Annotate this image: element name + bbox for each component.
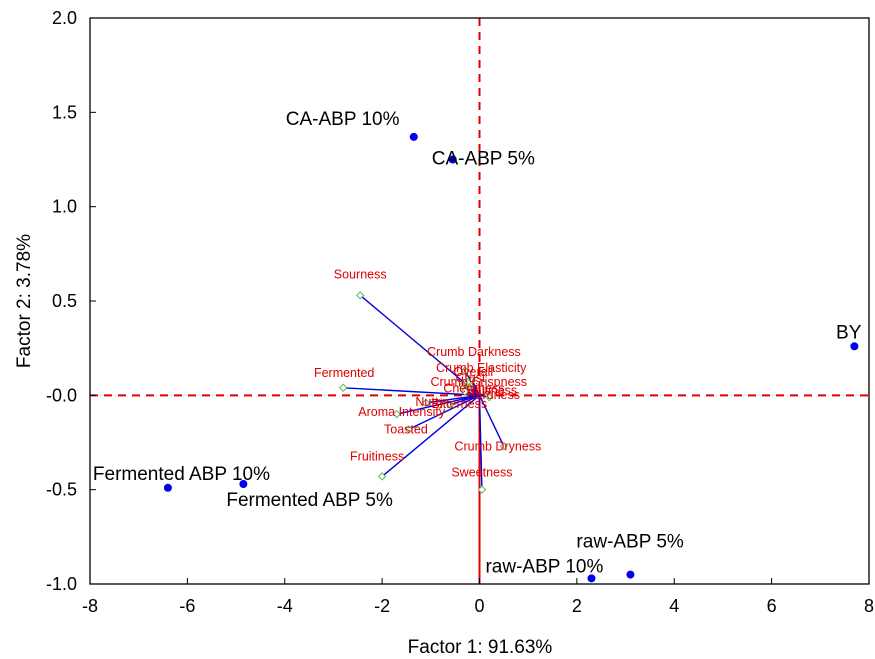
- loading-vector: [478, 395, 505, 447]
- sample-point: [850, 342, 859, 351]
- loading-endpoint-marker: [460, 387, 470, 396]
- loading-vectors: [338, 291, 509, 494]
- variable-label: Crumb Dryness: [454, 439, 541, 453]
- x-tick-label: -2: [374, 596, 390, 616]
- sample-points: [163, 132, 859, 583]
- y-axis-title: Factor 2: 3.78%: [14, 234, 35, 368]
- loading-endpoint-marker: [465, 383, 474, 392]
- variable-labels: Sourness Crumb Darkness Fermented Crumb Ela…: [314, 267, 541, 479]
- variable-label: Aroma Intensity: [358, 405, 446, 419]
- loading-endpoint-marker: [377, 472, 387, 481]
- loading-endpoint-marker: [485, 393, 494, 402]
- sample-point: [448, 155, 457, 164]
- sample-label: CA-ABP 10%: [286, 109, 400, 130]
- variable-label: Saltiness: [466, 383, 517, 397]
- x-tick-label: -4: [277, 596, 293, 616]
- x-tick-label: 8: [864, 596, 874, 616]
- sample-label: CA-ABP 5%: [432, 149, 535, 170]
- variable-label: Sweetness: [451, 466, 512, 480]
- variable-label: Nutty: [415, 395, 445, 409]
- sample-label: raw-ABP 10%: [485, 556, 603, 577]
- loading-vector: [425, 394, 480, 404]
- variable-label: Crumb Elasticity: [436, 361, 527, 375]
- x-tick-label: -6: [179, 596, 195, 616]
- y-axis-ticks: -1.0 -0.5 -0.0 0.5 1.0 1.5 2.0: [46, 8, 96, 594]
- sample-labels: CA-ABP 10% CA-ABP 5% BY Fermented ABP 10% Fe…: [93, 109, 862, 577]
- loading-endpoint-marker: [356, 291, 365, 300]
- x-axis-ticks: -8 -6 -4 -2 0 2 4 6 8: [82, 578, 874, 616]
- sample-label: BY: [836, 322, 862, 343]
- x-tick-label: 4: [669, 596, 679, 616]
- sample-label: Fermented ABP 10%: [93, 464, 270, 485]
- variable-label: Sourness: [334, 267, 387, 281]
- variable-label: Fruitiness: [350, 449, 404, 463]
- variable-label: Crust: [456, 371, 486, 385]
- loading-vector: [359, 294, 480, 396]
- y-tick-label: 1.0: [52, 197, 77, 217]
- variable-label: Crumb Darkness: [427, 345, 521, 359]
- x-axis-title: Factor 1: 91.63%: [408, 637, 553, 658]
- loading-vector: [396, 394, 480, 415]
- variable-label: Fermented: [314, 366, 374, 380]
- y-tick-label: -1.0: [46, 574, 77, 594]
- loading-endpoint-marker: [460, 366, 470, 376]
- loading-endpoint-marker: [404, 425, 414, 434]
- loading-endpoint-marker: [499, 442, 509, 451]
- variable-label: Toasted: [384, 422, 428, 436]
- loading-endpoint-marker: [458, 381, 467, 391]
- sample-label: raw-ABP 5%: [576, 532, 683, 553]
- loading-endpoint-marker: [392, 409, 401, 419]
- sample-point: [587, 574, 596, 583]
- loading-vector: [343, 387, 480, 397]
- loading-vector: [408, 394, 480, 430]
- y-tick-label: 1.5: [52, 102, 77, 122]
- loading-endpoint-marker: [477, 485, 487, 494]
- variable-label: Overall: [454, 365, 494, 379]
- sample-label: Fermented ABP 5%: [226, 490, 393, 511]
- y-tick-label: -0.0: [46, 385, 77, 405]
- loading-endpoint-marker: [338, 383, 348, 392]
- x-tick-label: 6: [767, 596, 777, 616]
- sample-point: [239, 480, 248, 489]
- variable-label: Hardness: [466, 388, 520, 402]
- sample-point: [626, 570, 635, 579]
- variable-label: Chewiness: [443, 382, 504, 396]
- x-tick-label: 0: [474, 596, 484, 616]
- loading-vector: [478, 395, 483, 490]
- sample-point: [163, 483, 172, 492]
- x-tick-label: 2: [572, 596, 582, 616]
- y-tick-label: 2.0: [52, 8, 77, 28]
- variable-label: Crumb Crispness: [430, 375, 527, 389]
- loading-endpoint-marker: [421, 398, 431, 408]
- y-tick-label: 0.5: [52, 291, 77, 311]
- variable-label: Bitterness: [431, 397, 487, 411]
- sample-point: [409, 132, 418, 141]
- x-tick-label: -8: [82, 596, 98, 616]
- y-tick-label: -0.5: [46, 480, 77, 500]
- loading-vector: [381, 394, 480, 477]
- loading-endpoint-marker: [463, 377, 472, 387]
